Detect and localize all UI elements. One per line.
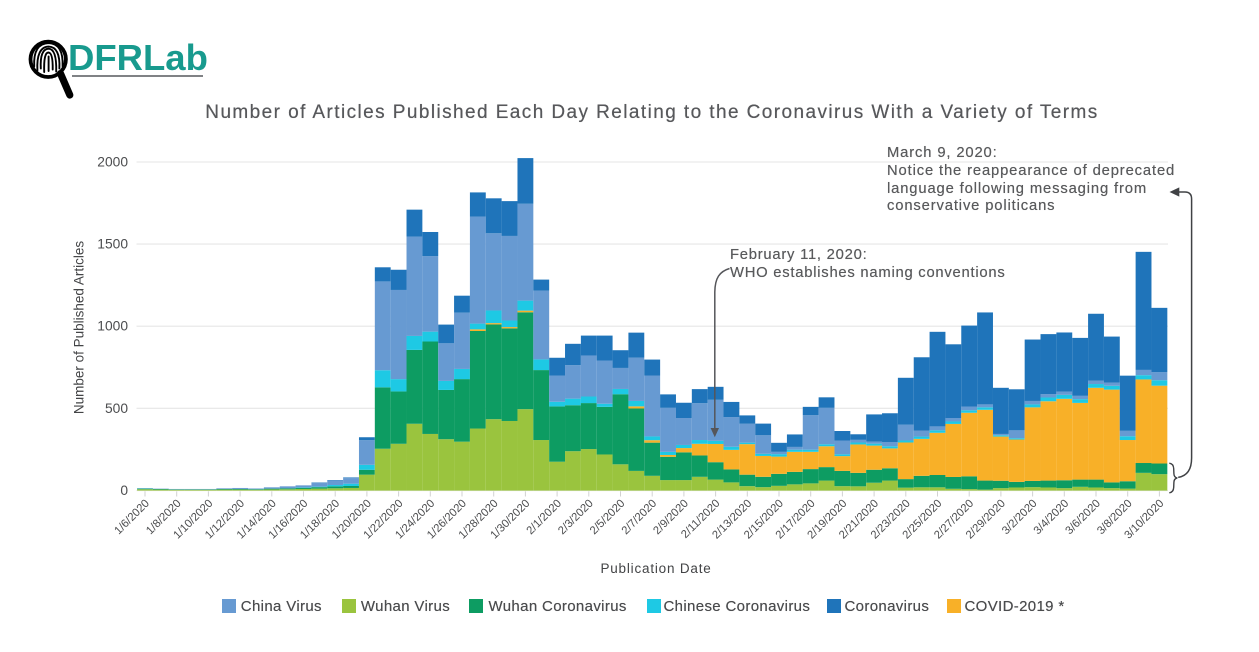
svg-text:0: 0 [120, 483, 128, 498]
svg-text:500: 500 [105, 401, 128, 416]
svg-text:1500: 1500 [97, 237, 128, 252]
svg-text:1000: 1000 [97, 319, 128, 334]
svg-text:2000: 2000 [97, 155, 128, 170]
